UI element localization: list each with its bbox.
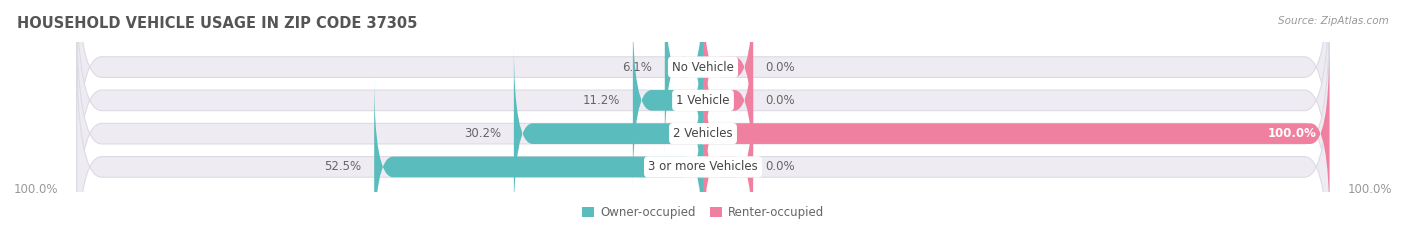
Text: 0.0%: 0.0% <box>766 94 796 107</box>
FancyBboxPatch shape <box>633 11 703 190</box>
FancyBboxPatch shape <box>703 0 754 157</box>
FancyBboxPatch shape <box>703 44 1329 223</box>
FancyBboxPatch shape <box>513 44 703 223</box>
Legend: Owner-occupied, Renter-occupied: Owner-occupied, Renter-occupied <box>582 206 824 219</box>
FancyBboxPatch shape <box>703 11 754 190</box>
Text: Source: ZipAtlas.com: Source: ZipAtlas.com <box>1278 16 1389 26</box>
Text: 100.0%: 100.0% <box>1347 183 1392 196</box>
Text: 3 or more Vehicles: 3 or more Vehicles <box>648 161 758 173</box>
Text: No Vehicle: No Vehicle <box>672 61 734 73</box>
FancyBboxPatch shape <box>77 11 1329 234</box>
Text: 100.0%: 100.0% <box>14 183 59 196</box>
FancyBboxPatch shape <box>77 44 1329 234</box>
Text: 52.5%: 52.5% <box>325 161 361 173</box>
FancyBboxPatch shape <box>77 0 1329 223</box>
Text: 30.2%: 30.2% <box>464 127 502 140</box>
Text: HOUSEHOLD VEHICLE USAGE IN ZIP CODE 37305: HOUSEHOLD VEHICLE USAGE IN ZIP CODE 3730… <box>17 16 418 31</box>
FancyBboxPatch shape <box>77 0 1329 190</box>
Text: 0.0%: 0.0% <box>766 61 796 73</box>
Text: 2 Vehicles: 2 Vehicles <box>673 127 733 140</box>
Text: 1 Vehicle: 1 Vehicle <box>676 94 730 107</box>
FancyBboxPatch shape <box>665 0 703 157</box>
FancyBboxPatch shape <box>703 77 754 234</box>
FancyBboxPatch shape <box>374 77 703 234</box>
Text: 6.1%: 6.1% <box>623 61 652 73</box>
Text: 100.0%: 100.0% <box>1268 127 1317 140</box>
Text: 11.2%: 11.2% <box>583 94 620 107</box>
Text: 0.0%: 0.0% <box>766 161 796 173</box>
